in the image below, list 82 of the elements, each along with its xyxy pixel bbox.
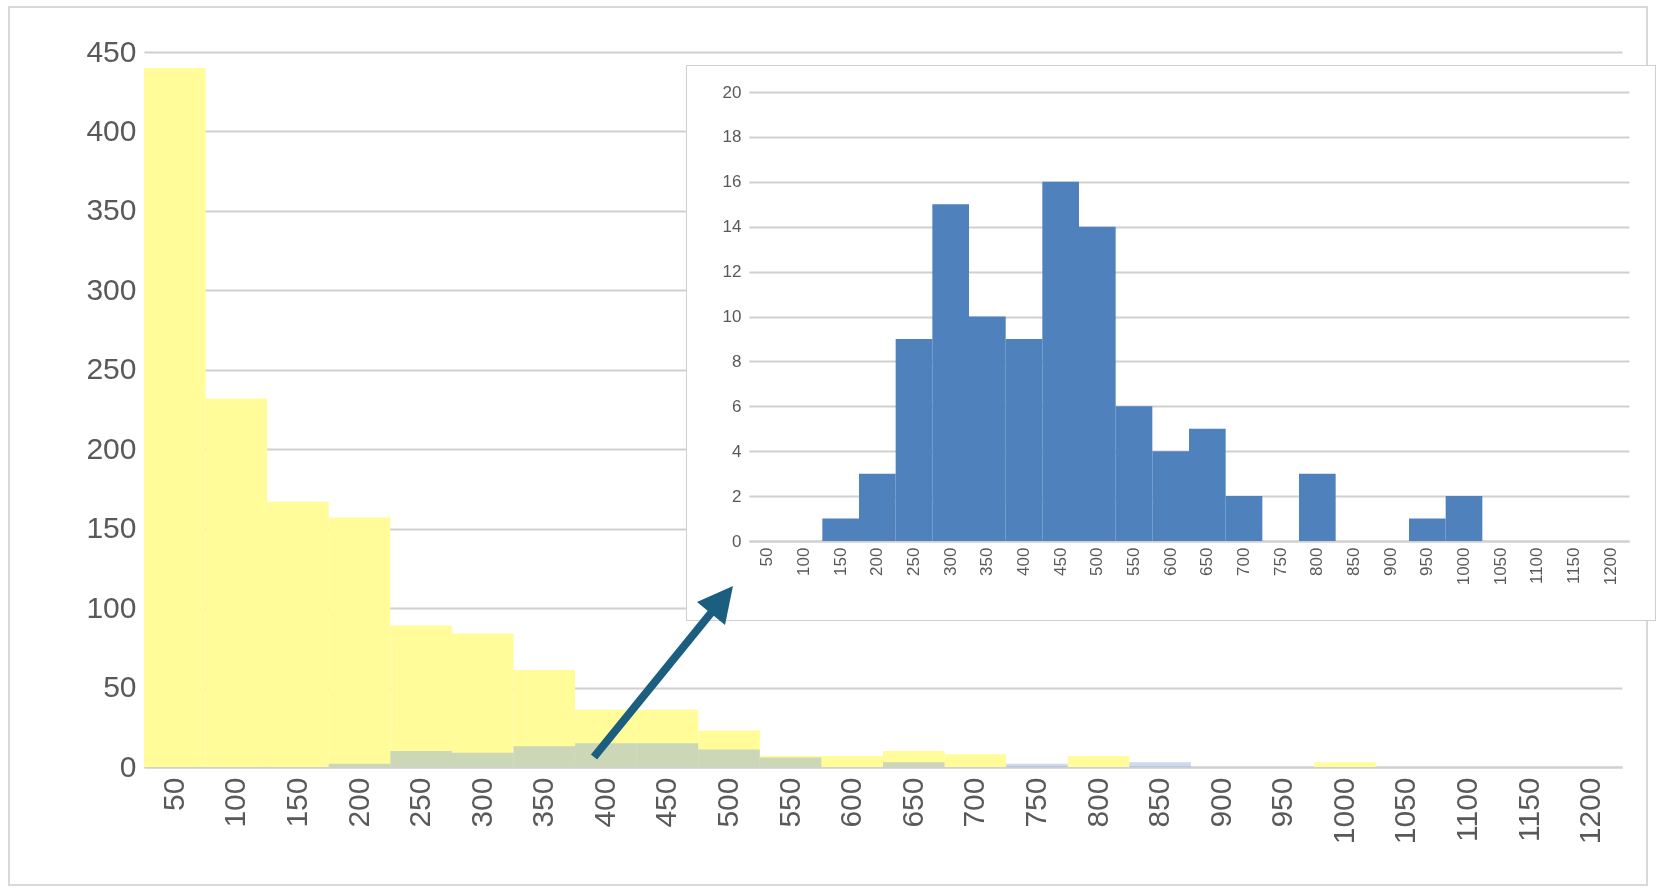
x-tick-label: 600: [1160, 547, 1180, 576]
x-tick-label: 650: [895, 777, 929, 828]
x-tick-label: 1200: [1600, 547, 1620, 586]
x-tick-label: 900: [1380, 547, 1400, 576]
x-tick-label: 100: [794, 547, 813, 576]
x-tick-label: 350: [977, 547, 997, 576]
y-tick-label: 2: [732, 486, 742, 506]
x-tick-label: 300: [940, 547, 960, 576]
bar: [1299, 473, 1336, 541]
bar: [883, 762, 945, 767]
x-tick-label: 1100: [1450, 777, 1484, 843]
x-tick-label: 800: [1307, 547, 1327, 576]
y-tick-label: 250: [86, 352, 137, 386]
x-tick-label: 500: [711, 777, 745, 828]
x-tick-label: 700: [1234, 547, 1253, 576]
x-tick-label: 200: [341, 777, 375, 828]
x-tick-label: 450: [1050, 547, 1070, 576]
x-tick-label: 250: [904, 547, 923, 576]
bar: [698, 749, 760, 767]
bar: [390, 751, 452, 767]
x-tick-label: 850: [1344, 547, 1363, 576]
x-tick-label: 400: [1014, 547, 1033, 576]
bar: [575, 743, 637, 767]
bar: [451, 752, 514, 767]
x-tick-label: 1000: [1326, 777, 1360, 845]
y-tick-label: 150: [86, 511, 137, 545]
bar: [636, 743, 699, 767]
x-tick-label: 1150: [1511, 777, 1545, 843]
x-tick-label: 1050: [1490, 547, 1510, 586]
x-tick-label: 50: [156, 777, 190, 811]
x-tick-label: 450: [649, 777, 683, 828]
y-tick-label: 400: [86, 113, 137, 147]
x-tick-label: 950: [1265, 777, 1299, 828]
x-tick-label: 400: [587, 777, 621, 828]
y-tick-label: 6: [732, 396, 742, 416]
x-tick-label: 600: [834, 777, 868, 828]
x-tick-label: 200: [867, 547, 887, 576]
y-tick-label: 350: [86, 193, 137, 227]
y-tick-label: 200: [86, 431, 137, 465]
x-tick-label: 850: [1142, 777, 1176, 828]
bar: [328, 763, 391, 767]
x-tick-label: 750: [1270, 547, 1290, 576]
x-tick-label: 150: [279, 777, 313, 828]
x-tick-label: 1200: [1573, 777, 1607, 845]
x-tick-label: 300: [464, 777, 498, 828]
x-tick-label: 1000: [1454, 547, 1473, 586]
x-tick-label: 100: [218, 777, 252, 828]
x-tick-label: 150: [830, 547, 850, 576]
y-tick-label: 300: [86, 272, 137, 306]
y-tick-label: 18: [722, 127, 742, 147]
y-tick-label: 0: [732, 531, 742, 551]
x-tick-label: 700: [957, 777, 991, 828]
x-tick-label: 1050: [1388, 777, 1422, 845]
x-tick-label: 350: [526, 777, 560, 828]
x-tick-label: 650: [1197, 547, 1217, 576]
y-tick-label: 10: [722, 307, 742, 326]
bar: [513, 746, 576, 767]
y-tick-label: 12: [722, 262, 742, 282]
x-tick-label: 250: [403, 777, 437, 828]
x-tick-label: 50: [757, 547, 777, 567]
y-tick-label: 4: [732, 441, 742, 461]
y-tick-label: 16: [722, 172, 742, 192]
x-tick-label: 1100: [1527, 547, 1547, 585]
x-tick-label: 500: [1087, 547, 1107, 576]
bar: [1129, 762, 1191, 767]
y-tick-label: 14: [722, 217, 742, 237]
x-tick-label: 900: [1203, 777, 1237, 828]
bar: [1006, 763, 1068, 767]
x-tick-label: 550: [1124, 547, 1143, 576]
bar: [1067, 755, 1130, 767]
x-tick-label: 550: [772, 777, 806, 828]
x-tick-label: 950: [1417, 547, 1437, 576]
y-tick-label: 0: [119, 749, 137, 783]
y-tick-label: 8: [732, 351, 742, 371]
y-tick-label: 20: [722, 82, 742, 102]
y-tick-label: 50: [103, 670, 137, 704]
y-tick-label: 450: [86, 34, 137, 68]
x-tick-label: 750: [1018, 777, 1052, 828]
x-tick-label: 1150: [1564, 547, 1583, 585]
bar: [1314, 762, 1376, 767]
y-tick-label: 100: [86, 590, 137, 624]
x-tick-label: 800: [1080, 777, 1114, 828]
